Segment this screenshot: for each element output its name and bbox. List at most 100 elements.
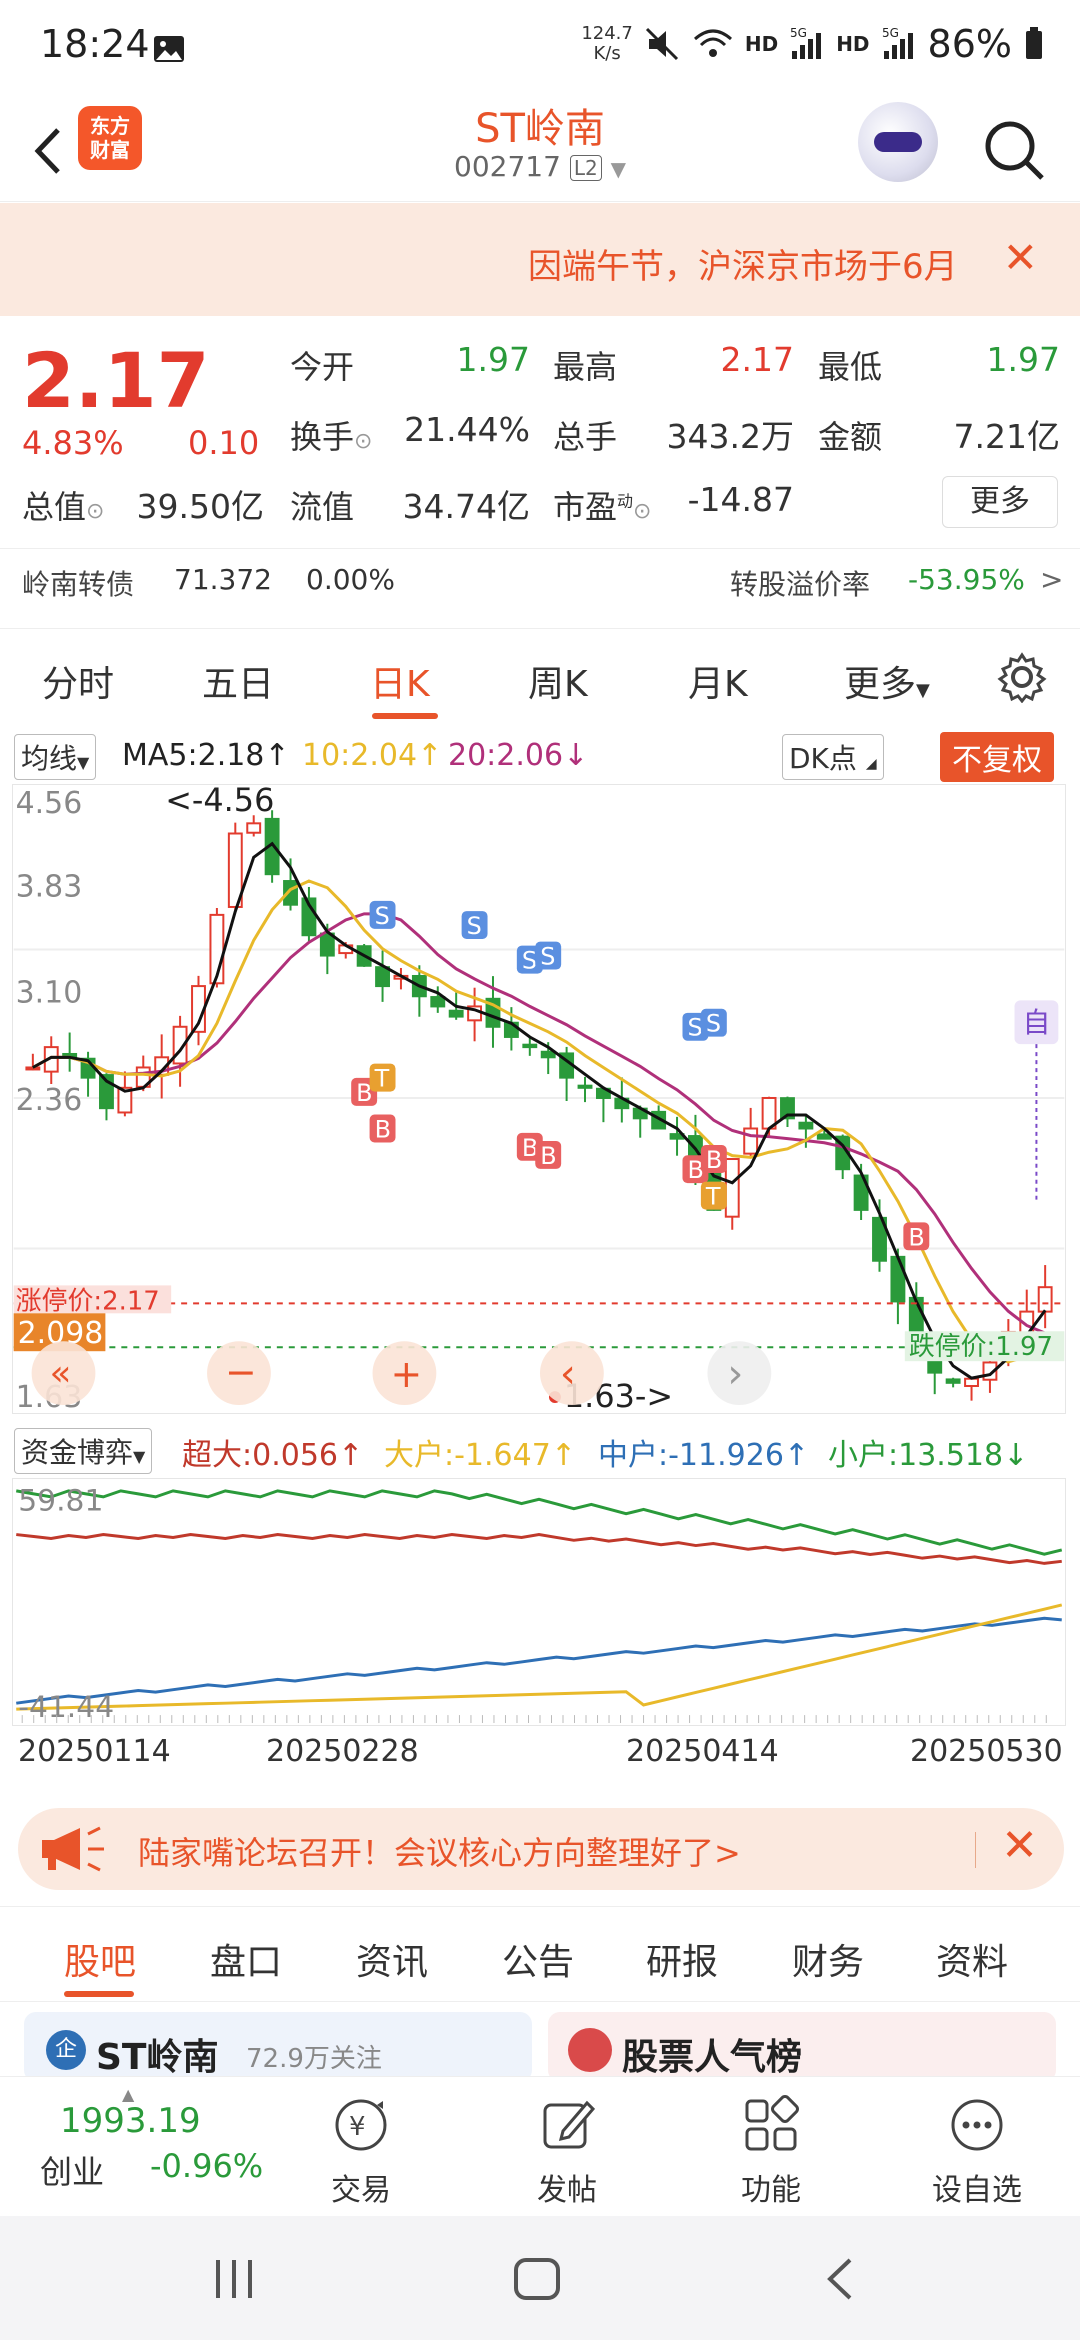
- tab-financials[interactable]: 财务: [792, 1942, 865, 1983]
- convertible-bond-row[interactable]: 岭南转债 71.372 0.00% 转股溢价率 -53.95% >: [0, 548, 1080, 608]
- signal-marker-label: S: [540, 943, 555, 971]
- chevron-right-icon: >: [1040, 563, 1064, 596]
- fund-flow-chart[interactable]: 59.81 -41.44: [12, 1478, 1066, 1726]
- scroll-left-button[interactable]: [539, 1341, 604, 1406]
- stock-forum-card[interactable]: 企 ST岭南 72.9万关注: [24, 2012, 532, 2082]
- high-label: 最高: [553, 348, 618, 386]
- holiday-notice[interactable]: 因端午节，沪深京市场于6月 ✕: [0, 203, 1080, 316]
- forum-ad-banner[interactable]: 陆家嘴论坛召开！会议核心方向整理好了> ✕: [18, 1808, 1064, 1890]
- tab-monthly-k[interactable]: 月K: [688, 664, 748, 705]
- svg-text:5G: 5G: [790, 27, 807, 40]
- kline-y-ticks: 4.56 3.83 3.10 2.36 1.63: [16, 786, 83, 1413]
- index-value[interactable]: 1993.19: [60, 2101, 201, 2141]
- turnover-label[interactable]: 换手⊙: [290, 418, 373, 456]
- limit-up-box: [13, 1285, 172, 1314]
- candle-body: [375, 966, 390, 988]
- home-icon[interactable]: [512, 2256, 562, 2302]
- ma-select[interactable]: 均线▼: [14, 734, 97, 780]
- edit-icon: [543, 2100, 596, 2149]
- signal-icon-2: 5G: [882, 27, 913, 59]
- tab-daily-k[interactable]: 日K: [370, 664, 430, 705]
- signal-marker-label: B: [687, 1156, 703, 1184]
- limit-up-label: 涨停价:2.17: [16, 1286, 160, 1316]
- tab-forum[interactable]: 股吧: [64, 1942, 137, 1983]
- rewind-button[interactable]: [31, 1341, 96, 1406]
- post-button[interactable]: 发帖: [512, 2095, 622, 2209]
- back-nav-icon[interactable]: [820, 2256, 860, 2302]
- trade-button[interactable]: ¥ 交易: [306, 2095, 416, 2209]
- scroll-left-icon: ‹: [560, 1351, 576, 1397]
- tab-news[interactable]: 资讯: [356, 1942, 429, 1983]
- functions-button[interactable]: 功能: [716, 2095, 826, 2209]
- quote-panel: 2.17 4.83% 0.10 今开 1.97 最高 2.17 最低 1.97 …: [0, 316, 1080, 616]
- bond-name: 岭南转债: [22, 568, 135, 601]
- candle-body: [872, 1216, 887, 1262]
- zoom-in-button[interactable]: [372, 1341, 437, 1406]
- candle-body: [724, 1158, 740, 1218]
- svg-text:5G: 5G: [882, 27, 899, 40]
- bond-price: 71.372: [174, 563, 272, 596]
- pe-value: -14.87: [687, 480, 794, 519]
- stock-code[interactable]: 002717 L2 ▼: [454, 150, 626, 183]
- current-price: 2.17: [22, 336, 210, 425]
- tab-intraday[interactable]: 分时: [42, 664, 115, 705]
- mcap-label[interactable]: 总值⊙: [22, 488, 105, 526]
- battery-icon: [1026, 27, 1042, 59]
- restore-rights-button[interactable]: 不复权: [940, 732, 1054, 782]
- tab-orderbook[interactable]: 盘口: [210, 1942, 283, 1983]
- settings-gear-icon[interactable]: [996, 651, 1048, 703]
- zoom-out-button[interactable]: [207, 1341, 271, 1406]
- level2-badge: L2: [569, 155, 602, 181]
- high-value: 2.17: [720, 340, 794, 379]
- signal-marker: [700, 1145, 727, 1173]
- dk-point-select[interactable]: DK点 ◢: [782, 734, 884, 780]
- signal-marker: [903, 1222, 930, 1251]
- assistant-avatar[interactable]: [858, 102, 938, 182]
- signal-marker-label: B: [522, 1134, 538, 1162]
- candle-body: [540, 1050, 556, 1059]
- self-flag-box: [1014, 1000, 1059, 1045]
- back-arrow-icon[interactable]: [18, 116, 78, 186]
- tab-five-day[interactable]: 五日: [202, 664, 275, 705]
- low-value: 1.97: [986, 340, 1060, 379]
- more-button[interactable]: 更多: [942, 476, 1058, 528]
- megaphone-icon: [42, 1826, 104, 1872]
- candle-body: [522, 1043, 538, 1049]
- ma20-line: [32, 912, 1046, 1335]
- ad-text: 陆家嘴论坛召开！会议核心方向整理好了>: [138, 1834, 741, 1872]
- signal-marker-label: T: [705, 1183, 721, 1211]
- popularity-card[interactable]: 股票人气榜: [548, 2012, 1056, 2082]
- add-watchlist-button[interactable]: 设自选: [922, 2095, 1032, 2209]
- turnover-value: 21.44%: [404, 410, 530, 449]
- scroll-right-button[interactable]: [707, 1341, 772, 1406]
- zoom-out-icon: −: [225, 1350, 257, 1394]
- tab-research[interactable]: 研报: [646, 1942, 719, 1983]
- small-holder-line: [15, 1489, 1063, 1556]
- pe-label[interactable]: 市盈动⊙: [553, 488, 652, 526]
- date-ticks: [21, 1715, 1047, 1724]
- amount-label: 金额: [818, 418, 883, 456]
- stock-name: ST岭南: [475, 106, 605, 152]
- period-tabs: 分时 五日 日K 周K 月K 更多▼: [0, 628, 1080, 728]
- close-icon[interactable]: ✕: [1002, 233, 1038, 282]
- candle-body: [816, 1133, 832, 1140]
- enterprise-icon: 企: [46, 2030, 86, 2070]
- kline-chart[interactable]: 4.56 3.83 3.10 2.36 1.63 <-4.56 1.63-> 涨…: [12, 784, 1066, 1414]
- recents-icon[interactable]: [210, 2256, 260, 2302]
- tab-more[interactable]: 更多▼: [844, 664, 930, 705]
- wifi-icon: [693, 29, 732, 57]
- candle-body: [246, 822, 262, 834]
- date-tick-2: 20250228: [266, 1734, 419, 1769]
- dropdown-icon: ▼: [610, 157, 626, 181]
- tab-weekly-k[interactable]: 周K: [528, 664, 588, 705]
- tab-profile[interactable]: 资料: [936, 1942, 1009, 1983]
- svg-text:¥: ¥: [349, 2112, 366, 2142]
- search-icon[interactable]: [980, 116, 1050, 186]
- fund-select[interactable]: 资金博弈▼: [14, 1428, 153, 1474]
- tab-announcements[interactable]: 公告: [502, 1942, 575, 1983]
- signal-marker: [700, 1008, 727, 1037]
- signal-marker-label: S: [375, 902, 390, 930]
- hd-badge: HD: [744, 32, 779, 56]
- ad-close-icon[interactable]: ✕: [1001, 1820, 1038, 1871]
